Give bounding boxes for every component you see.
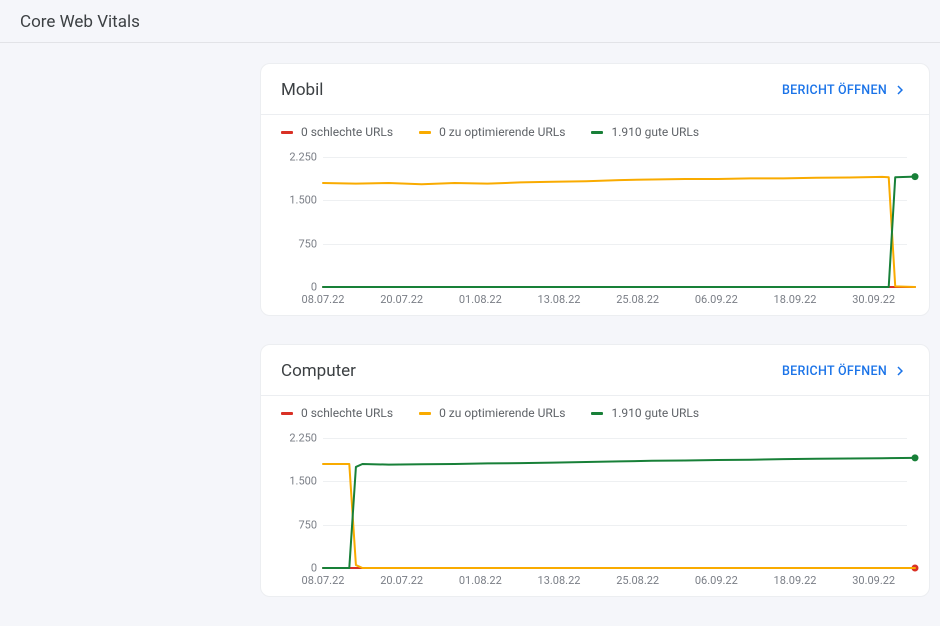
x-tick-label: 08.07.22: [302, 293, 345, 306]
legend-label: 0 schlechte URLs: [301, 406, 393, 420]
x-tick-label: 25.08.22: [616, 293, 659, 306]
card-title: Computer: [281, 361, 356, 381]
chevron-right-icon: [891, 362, 909, 380]
divider: [261, 395, 929, 396]
series-good: [323, 177, 915, 287]
plot-svg: [323, 157, 915, 287]
x-tick-label: 13.08.22: [538, 574, 581, 587]
legend-label: 0 zu optimierende URLs: [439, 125, 565, 139]
x-axis-labels: 08.07.2220.07.2201.08.2213.08.2225.08.22…: [323, 568, 915, 584]
y-tick-label: 0: [311, 281, 317, 294]
legend-swatch: [281, 131, 293, 134]
y-tick-label: 750: [298, 237, 317, 250]
legend-swatch: [281, 412, 293, 415]
page-title: Core Web Vitals: [20, 12, 920, 32]
y-tick-label: 2.250: [289, 151, 317, 164]
x-tick-label: 20.07.22: [380, 574, 423, 587]
x-tick-label: 20.07.22: [380, 293, 423, 306]
x-tick-label: 25.08.22: [616, 574, 659, 587]
y-axis-labels: 2.2501.5007500: [281, 157, 317, 287]
x-tick-label: 01.08.22: [459, 574, 502, 587]
x-tick-label: 30.09.22: [852, 574, 895, 587]
legend-label: 1.910 gute URLs: [611, 125, 699, 139]
card-header: Mobil BERICHT ÖFFNEN: [261, 80, 929, 106]
legend-item-bad: 0 schlechte URLs: [281, 125, 393, 139]
y-axis-labels: 2.2501.5007500: [281, 438, 317, 568]
y-tick-label: 1.500: [289, 475, 317, 488]
chart: 2.250 1.500 750 008.07.22 20.07.22 01.08.22 13…: [261, 424, 929, 584]
x-tick-label: 06.09.22: [695, 293, 738, 306]
x-tick-label: 01.08.22: [459, 293, 502, 306]
card-title: Mobil: [281, 80, 323, 100]
open-report-label: BERICHT ÖFFNEN: [782, 83, 887, 98]
legend-label: 0 zu optimierende URLs: [439, 406, 565, 420]
chart: 2.250 1.500 750 008.07.22 20.07.22 01.08.22 13…: [261, 143, 929, 303]
legend-item-good: 1.910 gute URLs: [591, 406, 699, 420]
legend-item-needs: 0 zu optimierende URLs: [419, 125, 565, 139]
open-report-button[interactable]: BERICHT ÖFFNEN: [782, 81, 909, 99]
y-tick-label: 0: [311, 562, 317, 575]
legend-label: 1.910 gute URLs: [611, 406, 699, 420]
x-tick-label: 18.09.22: [774, 293, 817, 306]
legend-swatch: [419, 412, 431, 415]
legend: 0 schlechte URLs 0 zu optimierende URLs 1.…: [261, 406, 929, 424]
page-header: Core Web Vitals: [0, 0, 940, 43]
series-good-end-dot: [911, 454, 918, 461]
panel-computer: ComputerBERICHT ÖFFNEN0 schlechte URLs0 …: [260, 344, 930, 597]
open-report-label: BERICHT ÖFFNEN: [782, 364, 887, 379]
legend-label: 0 schlechte URLs: [301, 125, 393, 139]
y-tick-label: 1.500: [289, 194, 317, 207]
legend-item-good: 1.910 gute URLs: [591, 125, 699, 139]
y-tick-label: 2.250: [289, 432, 317, 445]
x-tick-label: 08.07.22: [302, 574, 345, 587]
legend-item-bad: 0 schlechte URLs: [281, 406, 393, 420]
panel-mobile: Mobil BERICHT ÖFFNEN 0 schlechte URLs 0 zu …: [260, 63, 930, 316]
x-tick-label: 06.09.22: [695, 574, 738, 587]
open-report-button[interactable]: BERICHT ÖFFNEN: [782, 362, 909, 380]
plot-area: [323, 438, 915, 568]
legend-swatch: [419, 131, 431, 134]
legend-swatch: [591, 412, 603, 415]
x-axis-labels: 08.07.2220.07.2201.08.2213.08.2225.08.22…: [323, 287, 915, 303]
divider: [261, 114, 929, 115]
series-needs: [323, 464, 915, 568]
plot-area: [323, 157, 915, 287]
chevron-right-icon: [891, 81, 909, 99]
x-tick-label: 18.09.22: [774, 574, 817, 587]
series-needs: [323, 177, 915, 287]
legend-item-needs: 0 zu optimierende URLs: [419, 406, 565, 420]
card-header: Computer BERICHT ÖFFNEN: [261, 361, 929, 387]
legend: 0 schlechte URLs 0 zu optimierende URLs 1.…: [261, 125, 929, 143]
plot-svg: [323, 438, 915, 568]
series-good: [323, 458, 915, 568]
x-tick-label: 13.08.22: [538, 293, 581, 306]
x-tick-label: 30.09.22: [852, 293, 895, 306]
series-good-end-dot: [911, 173, 918, 180]
legend-swatch: [591, 131, 603, 134]
y-tick-label: 750: [298, 518, 317, 531]
content-area: Mobil BERICHT ÖFFNEN 0 schlechte URLs 0 zu …: [0, 43, 940, 597]
